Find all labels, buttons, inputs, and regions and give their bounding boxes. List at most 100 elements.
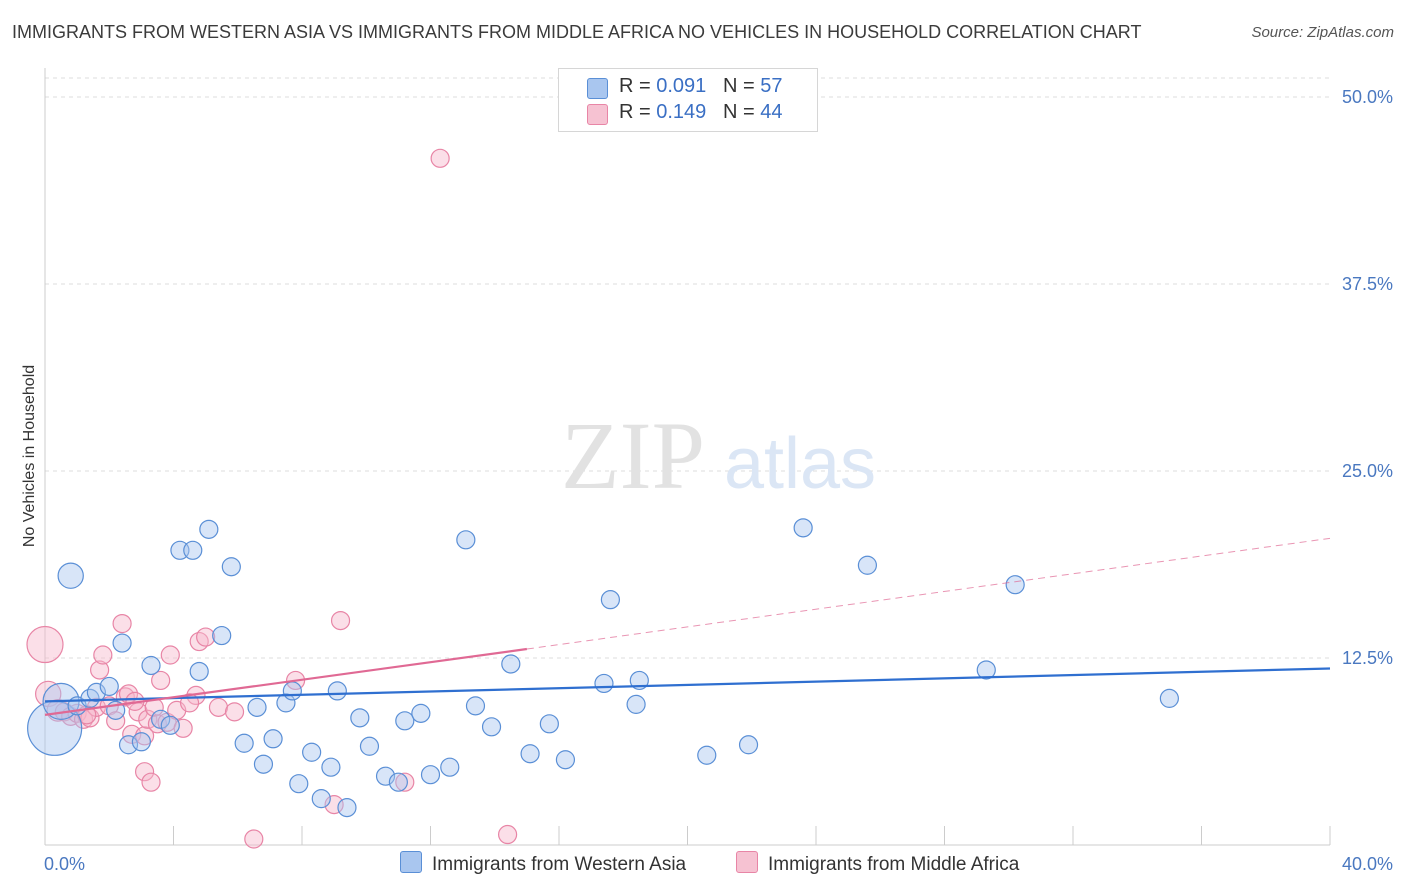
western-asia-point [626,694,646,714]
middle-africa-point [134,762,155,782]
western-asia-point [337,797,357,818]
western-asia-point [221,557,241,577]
western-asia-point [395,711,415,731]
legend-n-label: N = [722,101,755,123]
western-asia-point [99,676,119,697]
western-asia-point [160,715,180,735]
western-asia-point [247,697,267,717]
bottom-legend-swatch-blue [400,851,422,873]
bottom-legend-swatch-pink [736,851,758,873]
western-asia-point [276,693,296,713]
chart-title: IMMIGRANTS FROM WESTERN ASIA VS IMMIGRAN… [12,22,1142,42]
legend-r-value: 0.091 [656,75,707,97]
watermark: ZIP atlas [561,402,876,509]
western-asia-point [321,757,341,777]
middle-africa-point [430,148,450,168]
western-asia-point [311,789,331,809]
western-asia-point [481,717,502,737]
legend-swatch-pink [587,104,608,125]
western-asia-point [189,661,209,682]
western-asia-point [793,518,813,538]
legend: R = 0.091 N = 57 R = 0.149 N = 44 [558,68,818,132]
western-asia-point [1005,575,1025,595]
western-asia-point [141,655,161,676]
western-asia-point [976,660,996,680]
western-asia-point [465,696,486,716]
bottom-legend-label: Immigrants from Middle Africa [768,854,1020,875]
legend-r-value: 0.149 [656,101,707,123]
middle-africa-point [112,613,132,634]
middle-africa-point [224,702,245,722]
bottom-legend-middle-africa: Immigrants from Middle Africa [736,851,1019,876]
x-tick-label: 0.0% [44,854,85,874]
middle-africa-point [395,772,415,792]
western-asia-point [212,625,232,646]
y-tick-label: 37.5% [1342,274,1393,294]
legend-swatch-blue [587,78,608,99]
western-asia-point [456,530,476,550]
middle-africa-point [134,726,155,746]
western-asia-point [302,742,322,762]
axes [44,68,1331,846]
source-label: Source: ZipAtlas.com [1251,24,1394,41]
western-asia-point [263,729,283,749]
middle-africa-point [26,625,64,664]
western-asia-point [520,744,540,764]
western-asia-point [350,708,370,728]
middle-africa-point [90,660,110,680]
y-tick-label: 12.5% [1342,648,1393,668]
middle-africa-point [498,824,518,845]
bottom-legend-western-asia: Immigrants from Western Asia [400,851,686,876]
y-axis-label: No Vehicles in Household [21,365,38,547]
western-asia-point [253,754,274,774]
legend-r-label: R = [619,75,651,97]
tick-labels: 12.5% 25.0% 37.5% 50.0% 0.0% 40.0% [44,87,1393,874]
western-asia-trend-line [44,667,1331,703]
watermark-zip: ZIP [561,402,705,509]
middle-africa-point [330,610,351,631]
y-tick-label: 25.0% [1342,461,1393,481]
western-asia-point [411,703,431,723]
western-asia-point [697,745,717,765]
middle-africa-point [115,687,135,707]
legend-text: R = 0.149 N = 44 [619,101,782,124]
bottom-legend-label: Immigrants from Western Asia [432,854,687,875]
middle-africa-point [106,711,126,731]
middle-africa-point [196,627,216,647]
western-asia-point [1159,688,1179,708]
western-asia-point [539,714,559,734]
western-asia-point [857,555,878,575]
western-asia-point [738,735,759,755]
western-asia-point [440,757,460,777]
western-asia-point [388,772,408,792]
y-tick-label: 50.0% [1342,87,1393,107]
middle-africa-trend-line [44,647,528,716]
middle-africa-trend-extension [526,537,1331,650]
legend-n-value: 57 [760,75,783,97]
trend-lines [44,537,1331,716]
middle-africa-point [93,645,113,665]
series-western-asia-points [27,518,1179,818]
western-asia-point [327,681,347,701]
watermark-atlas: atlas [724,424,876,504]
western-asia-point [282,681,302,701]
legend-n-value: 44 [760,101,783,123]
x-tick-label: 40.0% [1342,854,1393,874]
middle-africa-point [160,645,180,665]
legend-n-label: N = [722,75,755,97]
western-asia-point [600,590,621,610]
western-asia-point [151,709,171,729]
western-asia-point [131,732,151,752]
western-asia-point [57,562,84,589]
western-asia-point [199,519,219,539]
western-asia-point [359,736,380,756]
middle-africa-point [141,772,161,792]
western-asia-point [555,750,576,770]
middle-africa-point [151,670,171,691]
western-asia-point [501,654,521,674]
middle-africa-point [244,829,264,849]
western-asia-point [234,733,254,753]
legend-text: R = 0.091 N = 57 [619,75,782,98]
western-asia-point [629,670,649,691]
